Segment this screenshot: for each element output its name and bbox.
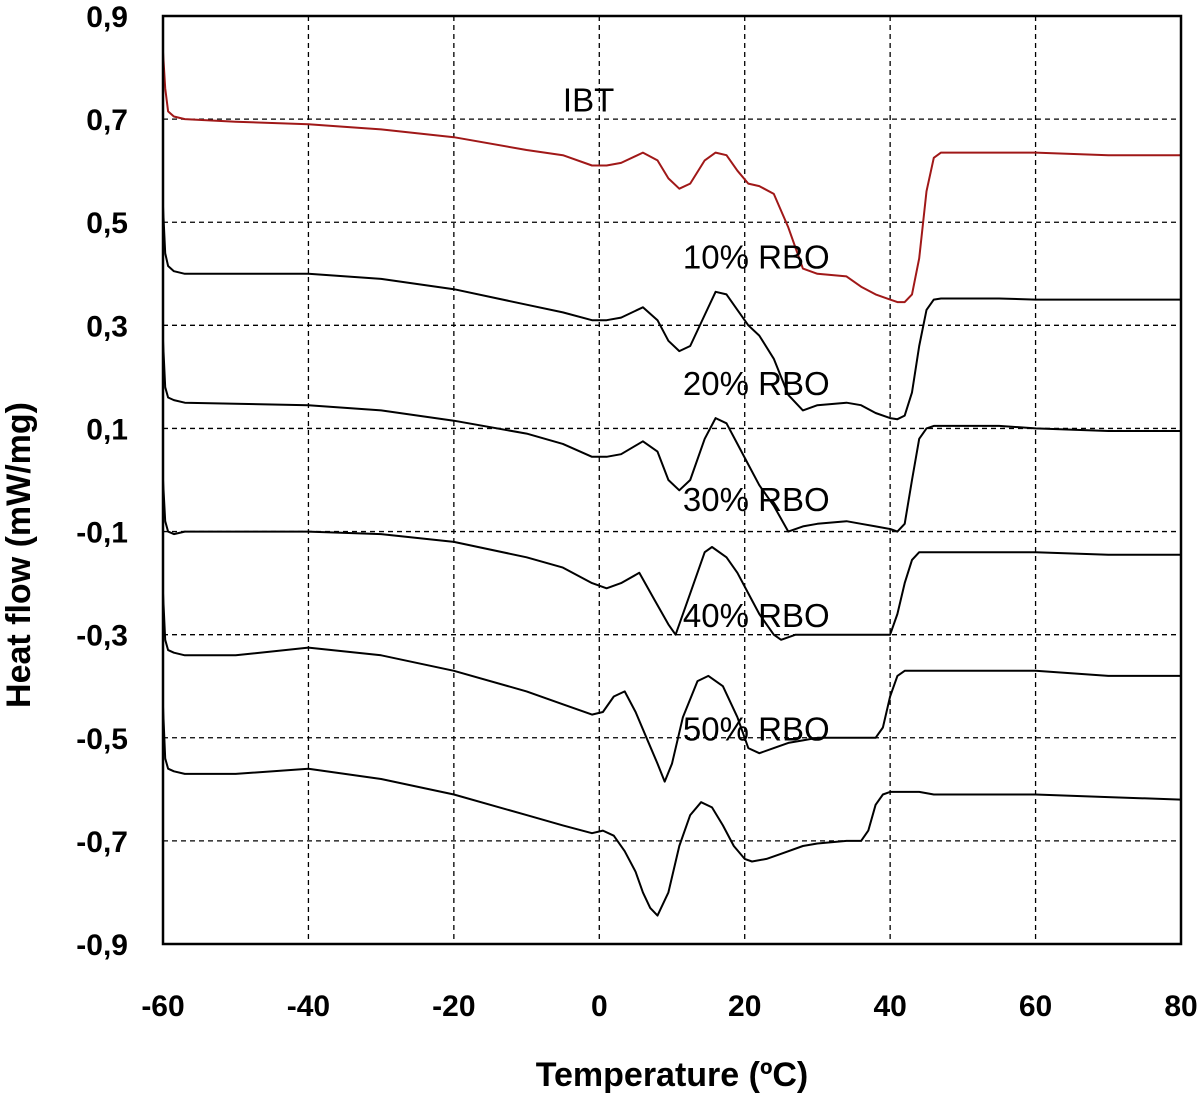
series-label-1: 10% RBO	[683, 239, 830, 276]
y-tick-label: -0,1	[76, 517, 128, 550]
y-tick-label: 0,7	[86, 104, 128, 137]
series-line-3	[162, 479, 1181, 641]
x-tick-label: 80	[1164, 990, 1197, 1023]
y-tick-label: 0,3	[86, 310, 128, 343]
series-label-5: 50% RBO	[683, 710, 830, 747]
x-tick-label: 0	[591, 990, 608, 1023]
x-tick-label: -20	[432, 990, 475, 1023]
plot-frame	[161, 14, 1183, 946]
y-tick-label: 0,9	[86, 1, 128, 34]
y-tick-label: 0,1	[86, 413, 128, 446]
x-tick-label: 40	[873, 990, 906, 1023]
y-tick-label: -0,7	[76, 826, 128, 859]
series-labels: IBT 10% RBO 20% RBO 30% RBO 40% RBO 50% RBO	[563, 81, 830, 747]
y-tick-label: -0,5	[76, 723, 128, 756]
x-tick-label: 20	[728, 990, 761, 1023]
series-line-1	[162, 206, 1181, 421]
x-tick-label: 60	[1019, 990, 1052, 1023]
y-tick-label: -0,3	[76, 620, 128, 653]
x-axis-title: Temperature (ºC)	[536, 1056, 809, 1094]
x-tick-labels: -60 -40 -20 0 20 40 60 80	[141, 990, 1197, 1023]
series-line-2	[162, 340, 1181, 533]
x-tick-label: -40	[287, 990, 330, 1023]
series-label-2: 20% RBO	[683, 365, 830, 402]
y-tick-label: 0,5	[86, 207, 128, 240]
gridlines	[163, 16, 1181, 944]
y-tick-labels: 0,9 0,7 0,5 0,3 0,1 -0,1 -0,3 -0,5 -0,7 -0,9	[76, 1, 128, 962]
series-line-4	[162, 593, 1181, 783]
series-line-0	[162, 52, 1181, 304]
series-line-5	[162, 706, 1182, 917]
series-curves	[162, 52, 1182, 917]
x-tick-label: -60	[141, 990, 184, 1023]
series-label-0: IBT	[563, 81, 614, 118]
series-label-3: 30% RBO	[683, 481, 830, 518]
series-label-4: 40% RBO	[683, 597, 830, 634]
y-axis-title: Heat flow (mW/mg)	[0, 402, 38, 708]
y-tick-label: -0,9	[76, 929, 128, 962]
